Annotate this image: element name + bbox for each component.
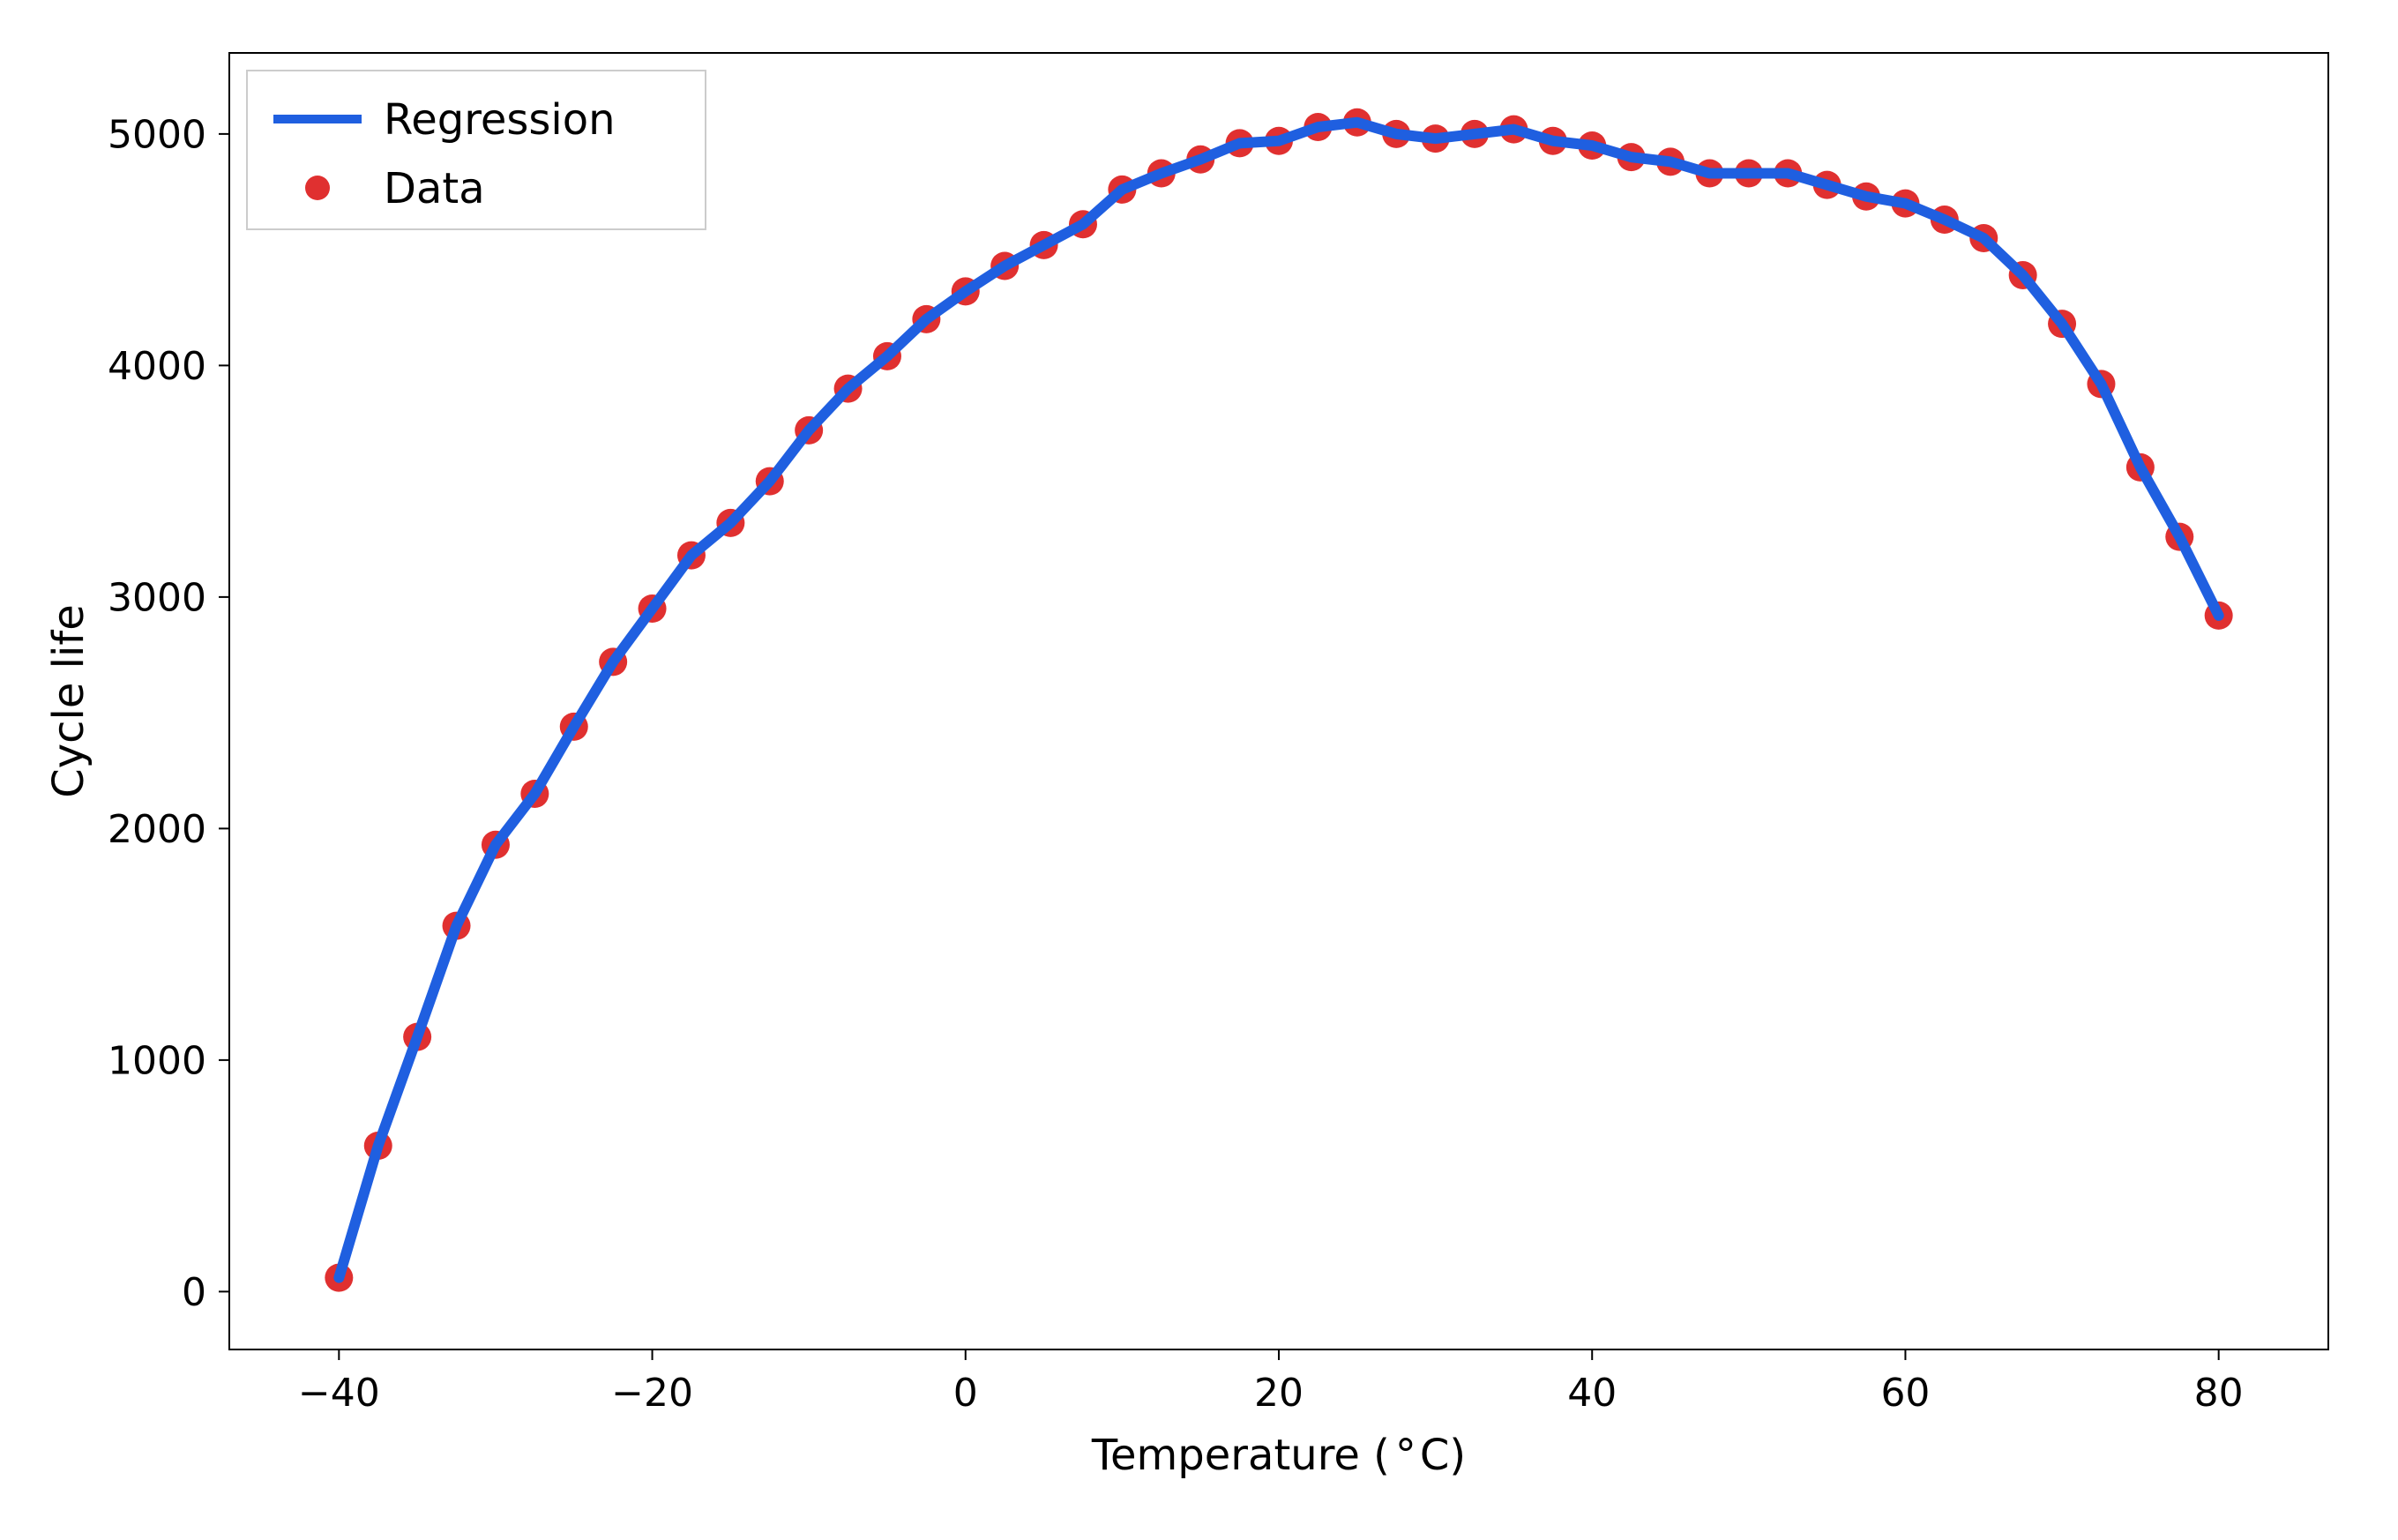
legend-label: Data: [384, 164, 485, 213]
y-tick-label: 5000: [108, 112, 206, 157]
x-tick-label: 40: [1567, 1371, 1617, 1416]
y-axis-label: Cycle life: [44, 604, 93, 798]
legend-label: Regression: [384, 95, 616, 145]
x-tick-label: −40: [298, 1371, 380, 1416]
cycle-life-chart: −40 −20 0 20 40 60 80 0 1000 2000 3000 4000 5000 Temp…: [0, 0, 2398, 1540]
x-tick-label: 0: [953, 1371, 978, 1416]
chart-container: −40 −20 0 20 40 60 80 0 1000 2000 3000 4000 5000 Temp…: [0, 0, 2398, 1540]
y-tick-label: 4000: [108, 344, 206, 389]
x-tick-label: 20: [1254, 1371, 1304, 1416]
x-tick-label: 80: [2194, 1371, 2244, 1416]
x-tick-label: −20: [611, 1371, 693, 1416]
x-tick-label: 60: [1880, 1371, 1930, 1416]
legend: Regression Data: [247, 71, 706, 229]
y-tick-label: 2000: [108, 807, 206, 852]
x-axis-label: Temperature (°C): [1091, 1431, 1466, 1480]
y-tick-label: 1000: [108, 1038, 206, 1083]
y-tick-label: 3000: [108, 575, 206, 620]
y-tick-label: 0: [182, 1270, 206, 1315]
